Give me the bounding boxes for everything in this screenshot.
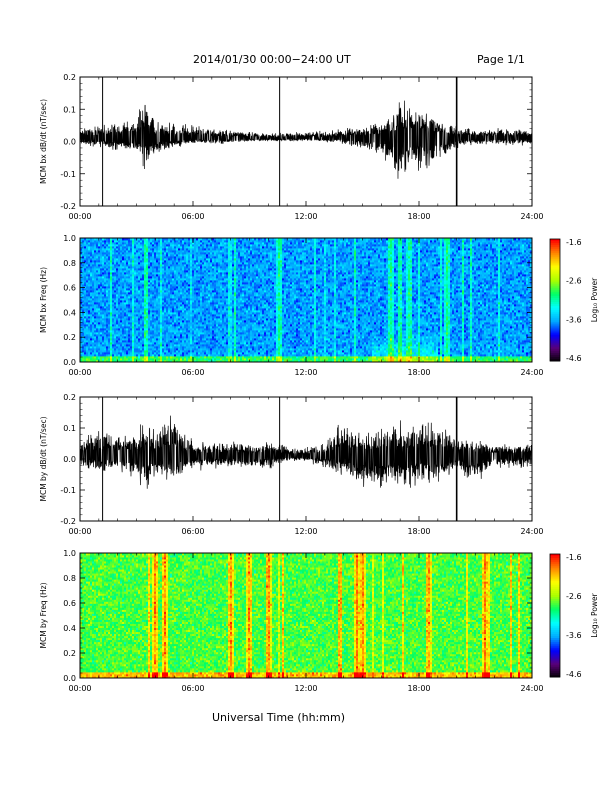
- trace-line: [80, 101, 532, 179]
- x-tick-label: 12:00: [294, 212, 317, 221]
- spectrogram-cells: [80, 238, 532, 362]
- x-tick-label: 06:00: [181, 212, 204, 221]
- time-series-trace: [80, 101, 532, 179]
- y-tick-label: 0.2: [63, 73, 76, 82]
- y-tick-label: 0.1: [63, 105, 76, 114]
- panel-1: 00:00 06:00 12:00 18:00 24:00 -0.2 -0.1 0.0 0.1 0…: [39, 73, 544, 221]
- plots-canvas: 00:00 06:00 12:00 18:00 24:00 -0.2 -0.1 0.0 0.1 0…: [0, 0, 612, 792]
- y-tick-label: -0.2: [60, 202, 76, 211]
- x-tick-label: 24:00: [520, 212, 543, 221]
- y-tick-label: 0.0: [63, 138, 76, 147]
- x-tick-label: 18:00: [407, 212, 430, 221]
- x-tick-label: 00:00: [68, 212, 91, 221]
- figure: 2014/01/30 00:00−24:00 UT Page 1/1 Unive…: [0, 0, 612, 792]
- y-tick-label: -0.1: [60, 170, 76, 179]
- y-axis-label: MCM bx dB/dt (nT/sec): [39, 99, 48, 184]
